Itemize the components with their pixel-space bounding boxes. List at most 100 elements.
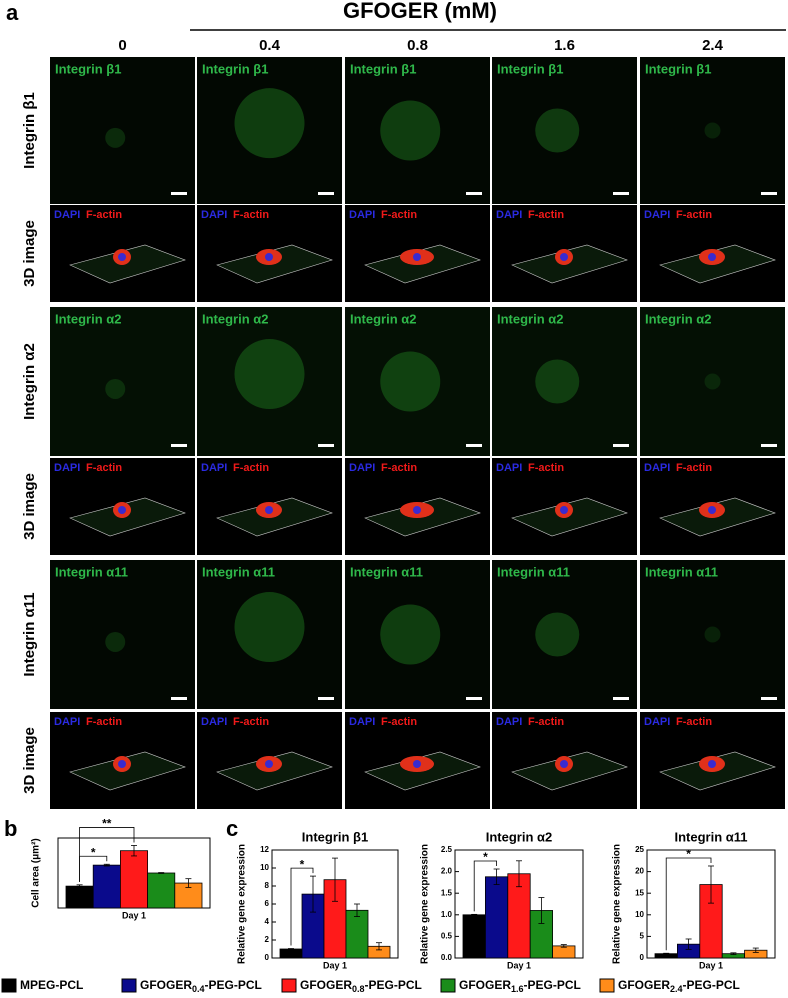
significance-bracket xyxy=(290,867,314,946)
y-tick-label: 8 xyxy=(265,881,270,890)
row-label: 3D image xyxy=(21,727,38,794)
bar xyxy=(279,948,303,959)
y-tick-label: 12 xyxy=(260,845,269,854)
bar xyxy=(345,909,369,959)
error-bar xyxy=(493,868,500,885)
significance-bracket xyxy=(473,860,498,912)
cell xyxy=(105,631,126,652)
stain-label: Integrin α2 xyxy=(55,311,122,326)
y-tick-label: 1.0 xyxy=(441,910,453,919)
factin-label: F-actin xyxy=(86,462,122,474)
error-bar xyxy=(730,952,737,955)
scale-bar xyxy=(318,444,334,447)
y-tick-label: 2.5 xyxy=(441,845,453,854)
error-bar xyxy=(538,897,545,924)
error-bar xyxy=(708,865,714,904)
column-label: 1.6 xyxy=(554,37,575,54)
factin-label: F-actin xyxy=(528,209,564,221)
micrograph xyxy=(50,560,195,709)
y-tick-label: 2.0 xyxy=(441,867,453,876)
cell xyxy=(704,373,721,390)
stain-label: Integrin β1 xyxy=(497,61,563,76)
error-bar xyxy=(685,938,692,950)
dapi-label: DAPI xyxy=(644,716,670,728)
x-tick-label: Day 1 xyxy=(122,910,146,920)
factin-label: F-actin xyxy=(676,209,712,221)
chart-title: Integrin α11 xyxy=(674,829,747,844)
x-tick-label: Day 1 xyxy=(507,960,531,970)
factin-label: F-actin xyxy=(86,209,122,221)
stain-label: Integrin α2 xyxy=(350,311,417,326)
stain-label: Integrin α11 xyxy=(202,564,275,579)
y-tick-label: 15 xyxy=(635,888,644,897)
dapi-label: DAPI xyxy=(496,462,522,474)
legend-label: GFOGER1.6-PEG-PCL xyxy=(459,978,581,994)
stain-label: Integrin α2 xyxy=(497,311,564,326)
row-label: Integrin α11 xyxy=(21,592,38,676)
factin-label: F-actin xyxy=(676,462,712,474)
y-tick-label: 2 xyxy=(265,935,270,944)
legend-swatch xyxy=(281,978,297,993)
factin-label: F-actin xyxy=(233,209,269,221)
nucleus-3d xyxy=(708,760,716,768)
cell xyxy=(234,88,305,159)
nucleus-3d xyxy=(708,253,716,261)
dapi-label: DAPI xyxy=(496,716,522,728)
dapi-label: DAPI xyxy=(349,716,375,728)
dapi-label: DAPI xyxy=(201,209,227,221)
bar xyxy=(147,872,176,909)
cell xyxy=(535,108,580,153)
y-axis-label: Relative gene expression xyxy=(237,844,248,964)
y-axis-label: Relative gene expression xyxy=(420,844,431,964)
bar xyxy=(484,876,509,959)
column-label: 2.4 xyxy=(702,37,724,54)
y-tick-label: 0.0 xyxy=(441,953,453,962)
scale-bar xyxy=(466,444,482,447)
cell xyxy=(105,127,126,148)
cell xyxy=(704,122,721,139)
factin-label: F-actin xyxy=(528,716,564,728)
cell xyxy=(234,339,305,410)
scale-bar xyxy=(761,192,777,195)
panel-label: b xyxy=(4,816,17,841)
dapi-label: DAPI xyxy=(644,209,670,221)
micrograph xyxy=(50,57,195,204)
error-bar xyxy=(516,860,522,888)
error-bar xyxy=(103,863,110,867)
nucleus-3d xyxy=(413,760,421,768)
significance-bracket xyxy=(79,827,135,882)
dapi-label: DAPI xyxy=(201,462,227,474)
y-tick-label: 10 xyxy=(260,863,269,872)
y-tick-label: 5 xyxy=(640,932,645,941)
nucleus-3d xyxy=(560,506,568,514)
micrograph xyxy=(640,560,785,709)
stain-label: Integrin α2 xyxy=(202,311,269,326)
stain-label: Integrin β1 xyxy=(645,61,711,76)
panel-label: c xyxy=(226,816,238,841)
error-bar xyxy=(471,913,478,916)
legend-label: GFOGER2.4-PEG-PCL xyxy=(618,978,740,994)
row-label: Integrin α2 xyxy=(21,343,38,420)
nucleus-3d xyxy=(118,253,126,261)
error-bar xyxy=(310,875,316,913)
y-tick-label: 25 xyxy=(635,845,644,854)
cell xyxy=(380,351,441,412)
y-tick-label: 1.5 xyxy=(441,888,453,897)
error-bar xyxy=(354,903,360,917)
legend-swatch xyxy=(1,978,17,993)
error-bar xyxy=(76,884,83,888)
y-axis-label: Cell area (μm²) xyxy=(31,838,42,907)
micrograph xyxy=(640,57,785,204)
dapi-label: DAPI xyxy=(201,716,227,728)
micrograph xyxy=(50,307,195,456)
stain-label: Integrin β1 xyxy=(350,61,416,76)
scale-bar xyxy=(761,444,777,447)
stain-label: Integrin α11 xyxy=(497,564,570,579)
legend-swatch xyxy=(599,978,615,993)
cell xyxy=(105,378,126,399)
dapi-label: DAPI xyxy=(644,462,670,474)
bar xyxy=(462,914,486,959)
significance-bracket xyxy=(665,857,712,951)
chart-title: Integrin α2 xyxy=(486,829,553,844)
